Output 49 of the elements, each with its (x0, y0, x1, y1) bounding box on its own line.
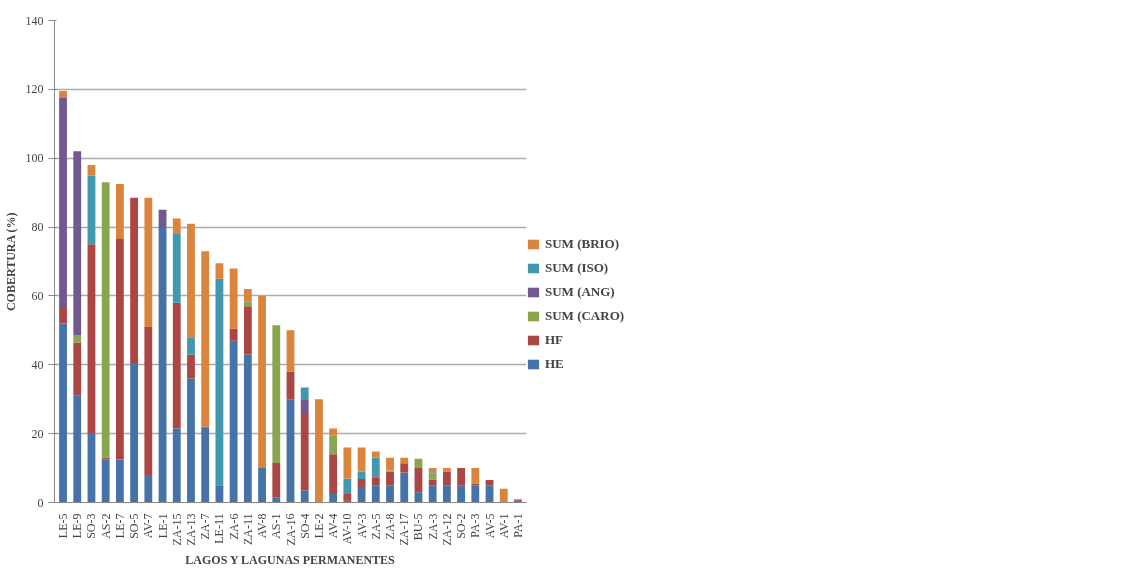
x-tick-label: SO-4 (297, 513, 312, 539)
x-tick-label: LE-11 (212, 513, 227, 544)
x-tick-label: ZA-3 (425, 513, 440, 540)
x-tick-label: ZA-16 (283, 513, 298, 546)
x-tick-label: AS-1 (269, 513, 284, 539)
x-tick-label: ZA-12 (439, 513, 454, 546)
legend-label: SUM (BRIO) (545, 236, 620, 252)
y-tick-label: 140 (25, 13, 44, 28)
x-tick-label: LE-5 (56, 513, 71, 539)
legend-label: HE (545, 356, 565, 372)
y-tick-label: 40 (31, 357, 44, 372)
y-tick-label: 60 (31, 288, 44, 303)
x-tick-label: SO-3 (84, 513, 99, 539)
x-axis-title: LAGOS Y LAGUNAS PERMANENTES (185, 553, 396, 568)
x-tick-label: AV-5 (482, 513, 497, 539)
x-tick-label: LE-7 (112, 513, 127, 539)
x-tick-label: ZA-13 (183, 513, 198, 546)
y-tick-label: 20 (31, 426, 44, 441)
x-tick-label: LE-2 (311, 513, 326, 539)
legend-label: SUM (ANG) (545, 284, 615, 300)
x-tick-label: ZA-6 (226, 513, 241, 540)
x-tick-label: PA-1 (510, 513, 525, 538)
x-tick-label: BU-5 (411, 513, 426, 541)
legend-label: HF (545, 332, 565, 348)
y-tick-label: 100 (25, 151, 44, 166)
x-tick-label: PA-3 (468, 513, 483, 538)
x-tick-label: AV-8 (255, 513, 270, 539)
y-tick-label: 120 (25, 82, 44, 97)
x-tick-label: SO-5 (127, 513, 142, 539)
x-tick-label: ZA-17 (397, 513, 412, 546)
x-tick-label: AV-10 (340, 513, 355, 545)
x-tick-label: LE-1 (155, 513, 170, 539)
y-tick-label: 80 (31, 220, 44, 235)
x-tick-label: AS-2 (98, 513, 113, 539)
x-tick-label: SO-2 (454, 513, 469, 539)
x-tick-label: ZA-15 (169, 513, 184, 546)
x-tick-label: AV-1 (496, 513, 511, 539)
legend-label: SUM (ISO) (545, 260, 609, 276)
y-axis-title: COBERTURA (%) (3, 212, 18, 312)
x-tick-label: ZA-11 (240, 513, 255, 546)
y-tick-label: 0 (37, 495, 44, 510)
x-tick-label: ZA-7 (198, 513, 213, 540)
x-tick-label: LE-9 (70, 513, 85, 539)
x-tick-label: AV-4 (326, 513, 341, 539)
x-tick-label: AV-3 (354, 513, 369, 539)
x-tick-label: AV-7 (141, 513, 156, 539)
legend-label: SUM (CARO) (545, 308, 625, 324)
x-tick-label: ZA-5 (368, 513, 383, 540)
x-tick-label: ZA-8 (383, 513, 398, 540)
